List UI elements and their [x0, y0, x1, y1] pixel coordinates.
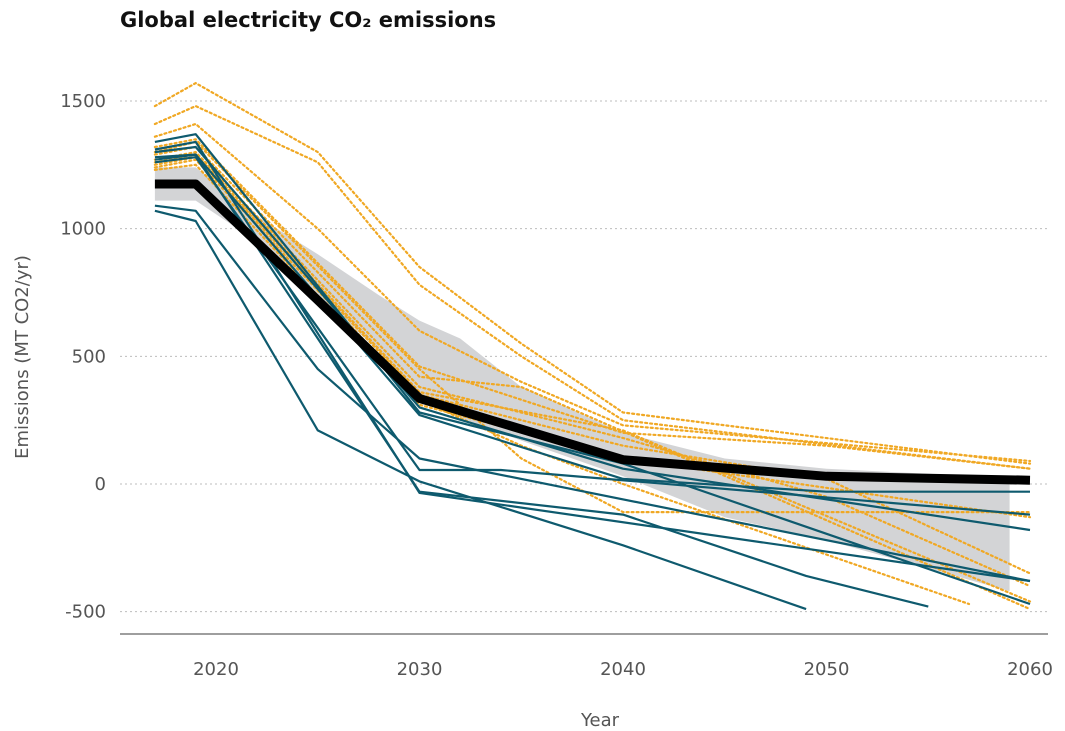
solid-series-line-2: [154, 153, 929, 608]
x-axis-label: Year: [580, 710, 620, 731]
y-tick-label: 1500: [60, 91, 106, 112]
solid-series-line-5: [154, 153, 1030, 493]
x-tick-label: 2060: [1007, 659, 1053, 680]
median-layer: [154, 179, 1031, 485]
x-tick-label: 2040: [600, 659, 646, 680]
x-tick-label: 2030: [397, 659, 443, 680]
y-tick-labels: -500 0 500 1000 1500: [60, 91, 106, 623]
solid-series-line-1: [154, 209, 807, 611]
x-tick-labels: 2020 2030 2040 2050 2060: [193, 659, 1053, 680]
solid-series-line-0: [154, 204, 1031, 583]
dotted-series-line-1: [153, 104, 1032, 470]
y-tick-label: 500: [72, 346, 106, 367]
solid-series-line-6: [154, 145, 1031, 532]
dotted-series-line-2: [153, 122, 1032, 463]
solid-series-line-4: [154, 133, 1031, 606]
y-tick-label: 0: [95, 474, 106, 495]
x-tick-label: 2050: [804, 659, 850, 680]
x-tick-label: 2020: [193, 659, 239, 680]
chart-title: Global electricity CO₂ emissions: [120, 8, 497, 32]
y-tick-label: -500: [65, 602, 106, 623]
dotted-series-line-0: [153, 81, 1032, 465]
dotted-series-line-8: [153, 150, 1032, 588]
y-tick-label: 1000: [60, 219, 106, 240]
solid-series-layer: [154, 133, 1031, 611]
dotted-series-line-3: [153, 138, 1032, 470]
median-line: [154, 179, 1031, 485]
y-axis-label: Emissions (MT CO2/yr): [12, 255, 33, 459]
range-band-layer: [154, 167, 1010, 592]
range-band: [154, 167, 1010, 592]
solid-series-line-3: [154, 140, 1031, 583]
solid-series-line-7: [154, 156, 1031, 516]
